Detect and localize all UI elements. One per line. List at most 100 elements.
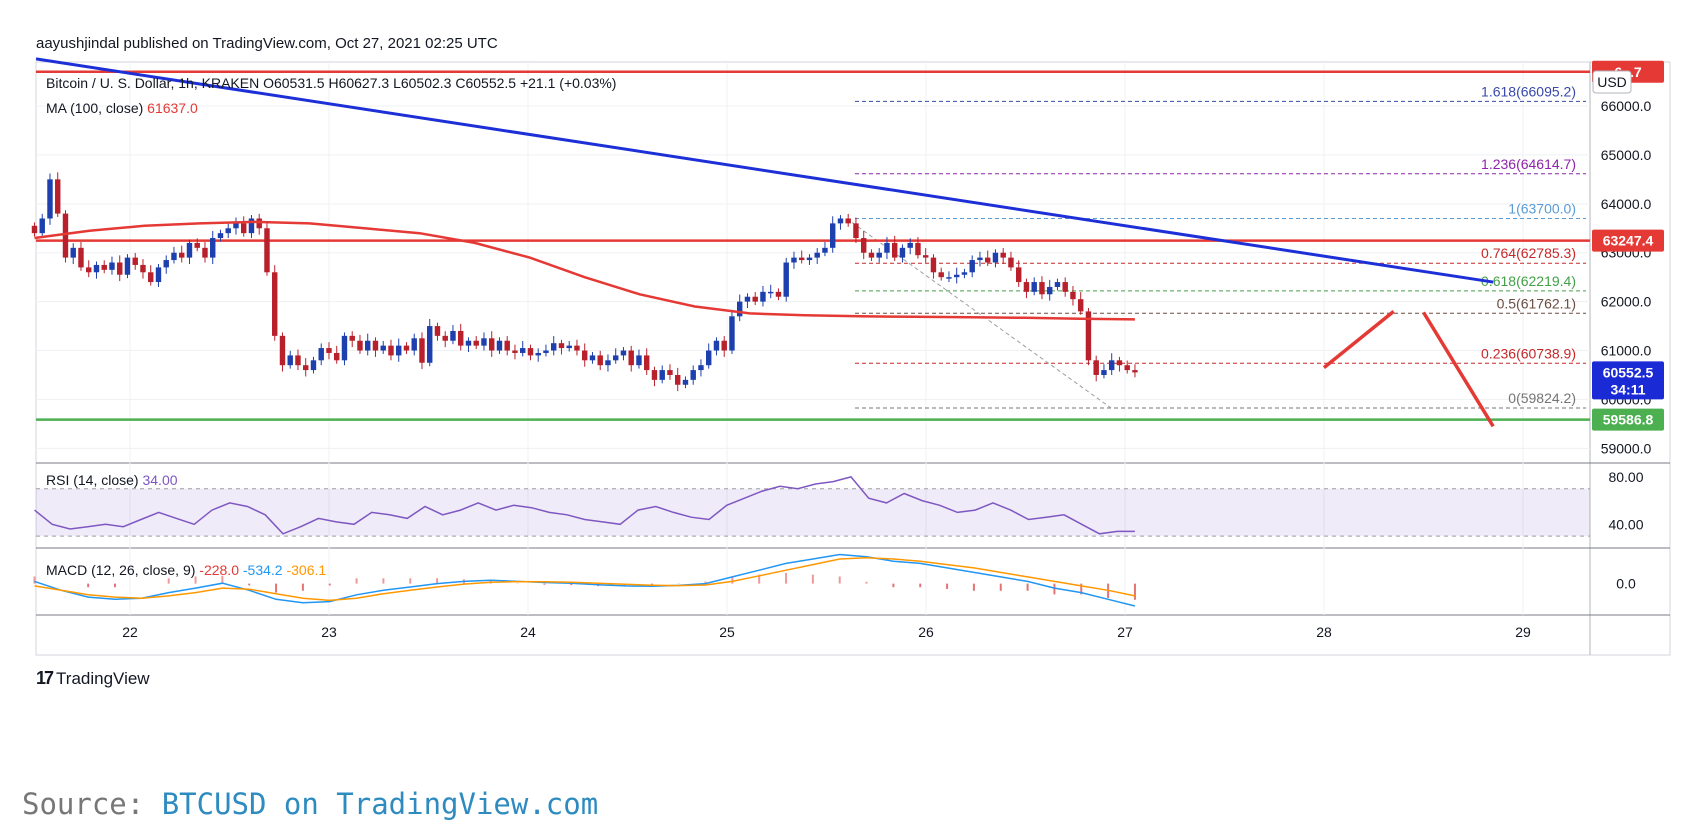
candle-body bbox=[566, 345, 572, 349]
moving-average bbox=[34, 220, 1135, 321]
candle-body bbox=[814, 252, 820, 258]
candle-body bbox=[1046, 286, 1053, 295]
candle-body bbox=[876, 252, 882, 258]
candle-body bbox=[574, 345, 580, 351]
candle-body bbox=[891, 242, 898, 258]
candle-body bbox=[396, 345, 402, 356]
candle-body bbox=[140, 264, 146, 273]
price-chart[interactable]: 1.618(66095.2) 1.236(64614.7) 1(63700.0) 0.… bbox=[0, 0, 1698, 760]
candle-body bbox=[210, 238, 216, 258]
candle-body bbox=[179, 252, 185, 258]
candle-body bbox=[884, 242, 890, 253]
source-prefix: Source: bbox=[22, 787, 145, 821]
candle-body bbox=[868, 252, 875, 258]
candle-body bbox=[791, 257, 797, 263]
candle-body bbox=[1108, 360, 1115, 371]
candle-body bbox=[512, 350, 518, 353]
projection-down-leg bbox=[1422, 311, 1495, 428]
candle-body bbox=[334, 352, 340, 361]
y-tick-label: 65000.0 bbox=[1601, 147, 1652, 163]
candle-body bbox=[411, 338, 417, 351]
candle-body bbox=[1008, 257, 1014, 268]
candle-body bbox=[186, 242, 193, 258]
candle-body bbox=[101, 264, 107, 270]
x-tick-label: 22 bbox=[122, 624, 138, 640]
price-tag bbox=[1592, 229, 1664, 252]
candle-body bbox=[124, 257, 131, 275]
candle-body bbox=[527, 348, 534, 356]
rsi-line bbox=[34, 476, 1135, 535]
candle-body bbox=[256, 218, 262, 229]
candle-body bbox=[365, 340, 371, 351]
publisher-header: aayushjindal published on TradingView.co… bbox=[36, 35, 498, 52]
candle-body bbox=[1023, 282, 1030, 292]
price-tag bbox=[1592, 361, 1664, 400]
candle-body bbox=[961, 272, 968, 275]
candle-body bbox=[303, 365, 309, 371]
candle-body bbox=[659, 370, 665, 380]
candle-body bbox=[767, 291, 774, 294]
chart-legend: Bitcoin / U. S. Dollar, 1h, KRAKEN O6053… bbox=[46, 75, 616, 578]
candle-body bbox=[434, 326, 441, 336]
candle-body bbox=[582, 350, 588, 361]
candle-body bbox=[109, 262, 115, 270]
currency-button-label: USD bbox=[1597, 74, 1627, 90]
candle-body bbox=[318, 348, 324, 361]
candle-body bbox=[148, 272, 154, 283]
candle-body bbox=[853, 223, 859, 239]
candle-body bbox=[535, 352, 541, 356]
tradingview-logo-icon: 17 bbox=[36, 668, 54, 688]
fib-level-label: 0.764(62785.3) bbox=[1481, 245, 1576, 261]
source-link[interactable]: BTCUSD on TradingView.com bbox=[161, 787, 599, 821]
candle-body bbox=[1093, 360, 1099, 375]
candle-body bbox=[62, 213, 69, 258]
candle-body bbox=[217, 233, 224, 239]
candle-body bbox=[984, 257, 991, 263]
candle-body bbox=[907, 242, 913, 248]
macd-signal-line bbox=[34, 557, 1136, 602]
candle-body bbox=[163, 260, 169, 268]
x-tick-label: 26 bbox=[918, 624, 934, 640]
candle-body bbox=[93, 264, 100, 273]
candle-body bbox=[465, 340, 472, 346]
candle-body bbox=[272, 272, 278, 336]
candle-body bbox=[458, 330, 464, 346]
x-tick-label: 23 bbox=[321, 624, 337, 640]
candle-body bbox=[558, 343, 565, 349]
rsi-pane bbox=[34, 476, 1590, 537]
candle-body bbox=[1062, 282, 1068, 292]
candle-body bbox=[388, 345, 394, 356]
projection-arrows bbox=[1322, 310, 1495, 428]
fib-level-label: 1.236(64614.7) bbox=[1481, 156, 1576, 172]
bearish-trendline bbox=[35, 57, 1494, 284]
candle-body bbox=[860, 238, 867, 253]
candle-body bbox=[287, 355, 293, 366]
candle-body bbox=[690, 370, 696, 380]
candle-body bbox=[202, 247, 208, 258]
fib-level-label: 0.5(61762.1) bbox=[1497, 295, 1576, 311]
candle-body bbox=[31, 225, 38, 234]
candle-body bbox=[915, 242, 921, 256]
candle-body bbox=[55, 179, 61, 214]
candle-body bbox=[969, 260, 975, 273]
currency-button[interactable] bbox=[1592, 70, 1632, 94]
rsi-band bbox=[36, 488, 1590, 537]
candle-body bbox=[620, 350, 627, 356]
candle-body bbox=[241, 223, 247, 234]
macd-tick-label: 0.0 bbox=[1616, 576, 1636, 592]
candle-body bbox=[1077, 299, 1084, 312]
price-tag-value: 60552.5 bbox=[1603, 364, 1654, 380]
candle-body bbox=[450, 330, 456, 341]
candle-body bbox=[225, 228, 231, 234]
candle-body bbox=[736, 301, 743, 317]
candle-body bbox=[496, 340, 503, 351]
candle-body bbox=[613, 355, 619, 361]
candle-body bbox=[551, 343, 557, 351]
candle-body bbox=[953, 274, 960, 278]
tradingview-logo[interactable]: 17 TradingView bbox=[36, 668, 150, 689]
x-tick-label: 28 bbox=[1316, 624, 1332, 640]
candle-body bbox=[248, 218, 255, 234]
candle-body bbox=[70, 247, 76, 258]
chart-frame bbox=[35, 61, 1671, 656]
